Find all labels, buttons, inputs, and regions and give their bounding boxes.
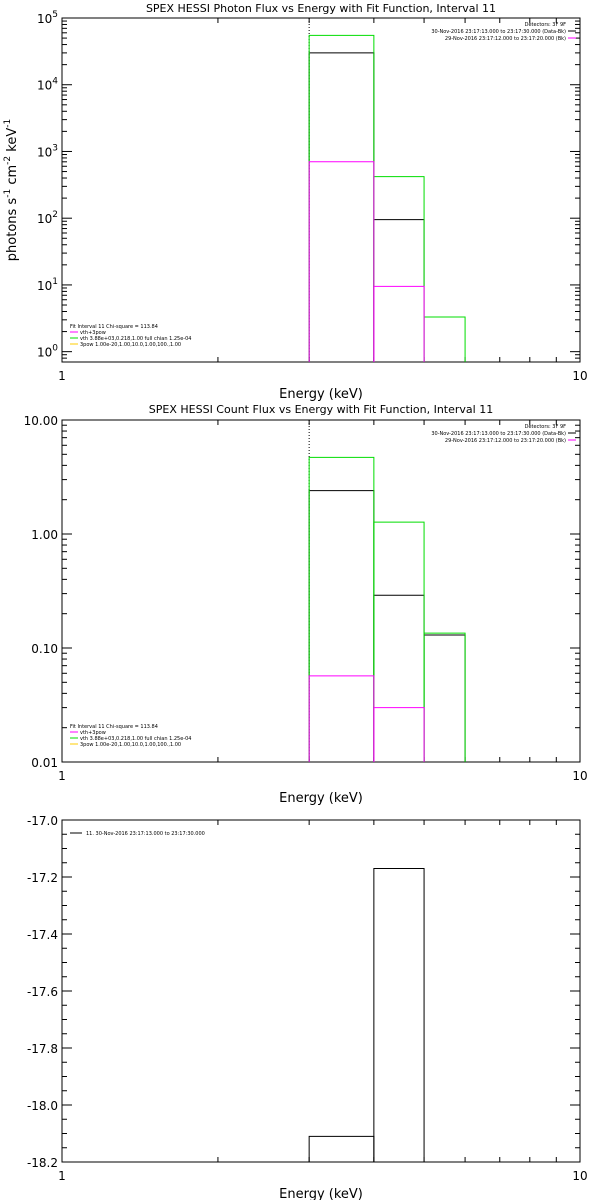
y-label-part: photons s: [5, 198, 20, 262]
background-bin-1: [308, 161, 375, 362]
model-bin-2: [373, 521, 425, 762]
series-data: [308, 867, 425, 1162]
x-axis-label: Energy (keV): [279, 387, 363, 402]
y-label-exponent: -2: [3, 156, 13, 165]
model-bin-3: [423, 316, 466, 362]
y-tick-label: 0.01: [31, 756, 58, 770]
x-axis-label: Energy (keV): [279, 1187, 363, 1200]
y-label-part: keV: [5, 128, 20, 156]
series-data: [308, 490, 466, 762]
y-tick-label: 102: [37, 210, 58, 226]
series-background: [308, 675, 425, 762]
data-bin-2: [373, 594, 425, 762]
x-tick-label: 1: [58, 369, 66, 383]
y-tick-label: -17.8: [27, 1042, 58, 1056]
y-tick-label: 100: [37, 344, 58, 360]
x-tick-label: 10: [572, 369, 587, 383]
y-tick-mantissa: 10: [37, 346, 52, 360]
legend-entry: 29-Nov-2016 23:17:12.000 to 23:17:20.000…: [445, 438, 566, 444]
legend-entry: 3pow 1.00e-20,1.00,10.0,1.00,100.,1.00: [80, 342, 181, 348]
y-tick-label: 101: [37, 277, 58, 293]
model-bin-3: [423, 632, 466, 762]
y-tick-label: 103: [37, 143, 58, 159]
x-tick-label: 1: [58, 1169, 66, 1183]
model-bin-2: [373, 176, 425, 362]
plot-frame: [61, 17, 581, 363]
y-tick-label: 104: [37, 77, 58, 93]
plot-frame: [61, 819, 581, 1163]
legend-entry: vth+3pow: [80, 330, 106, 336]
chart-panel-2: SPEX HESSI Count Flux vs Energy with Fit…: [24, 403, 588, 806]
legend-entry: Fit Interval 11 Chi-square = 113.84: [70, 724, 158, 730]
data-bin-1: [308, 490, 375, 762]
y-tick-mantissa: 10: [37, 145, 52, 159]
data-bin-3: [423, 634, 466, 762]
legend-entry: 3pow 1.00e-20,1.00,10.0,1.00,100.,1.00: [80, 742, 181, 748]
background-bin-2: [373, 707, 425, 762]
legend-entry: Detectors: 3F 9F: [525, 22, 566, 28]
y-tick-exponent: 1: [52, 277, 58, 287]
y-tick-exponent: 0: [52, 344, 58, 354]
legend-entry: vth 3.88e+03,0.218,1.00 full chian 1.25e…: [80, 336, 191, 342]
y-axis-label: photons s-1 cm-2 keV-1: [3, 119, 20, 261]
series-background: [308, 161, 425, 362]
legend-entry: vth+3pow: [80, 730, 106, 736]
y-tick-mantissa: 10: [37, 279, 52, 293]
data-bin-2: [373, 219, 425, 362]
legend-entry: vth 3.88e+03,0.218,1.00 full chian 1.25e…: [80, 736, 191, 742]
legend-entry: 29-Nov-2016 23:17:12.000 to 23:17:20.000…: [445, 36, 566, 42]
y-tick-mantissa: 10: [37, 212, 52, 226]
x-tick-label: 1: [58, 769, 66, 783]
y-tick-label: -17.2: [27, 871, 58, 885]
y-tick-exponent: 2: [52, 210, 58, 220]
y-tick-label: -17.6: [27, 985, 58, 999]
y-tick-label: 0.10: [31, 642, 58, 656]
y-tick-label: -18.0: [27, 1099, 58, 1113]
series-data: [308, 52, 425, 362]
chart-title: SPEX HESSI Photon Flux vs Energy with Fi…: [146, 2, 496, 15]
x-tick-label: 10: [572, 1169, 587, 1183]
plot-frame: [61, 419, 581, 763]
legend-entry: Fit Interval 11 Chi-square = 113.84: [70, 324, 158, 330]
series-model: [308, 456, 466, 762]
legend-entry: 11. 30-Nov-2016 23:17:13.000 to 23:17:30…: [86, 831, 205, 837]
y-tick-exponent: 5: [52, 10, 58, 20]
series-model: [308, 34, 466, 362]
legend-entry: 30-Nov-2016 23:17:13.000 to 23:17:30.000…: [431, 29, 566, 35]
y-tick-label: 10.00: [24, 414, 58, 428]
y-tick-mantissa: 10: [37, 79, 52, 93]
chart-title: SPEX HESSI Count Flux vs Energy with Fit…: [149, 403, 493, 416]
chart-panel-1: SPEX HESSI Photon Flux vs Energy with Fi…: [3, 2, 588, 402]
y-tick-label: -18.2: [27, 1156, 58, 1170]
y-label-exponent: -1: [3, 119, 13, 128]
y-tick-label: 1.00: [31, 528, 58, 542]
y-label-exponent: -1: [3, 189, 13, 198]
model-bin-1: [308, 456, 375, 762]
chart-panel-3: 1 10 Energy (keV) -17.0 -17.2 -17.4 -17.6 -17.8…: [27, 814, 588, 1200]
data-bin-1: [308, 52, 375, 362]
y-tick-exponent: 3: [52, 143, 58, 153]
background-bin-1: [308, 675, 375, 762]
y-tick-mantissa: 10: [37, 12, 52, 26]
y-tick-label: 105: [37, 10, 58, 26]
y-label-part: cm: [5, 165, 20, 189]
data-bin-2: [373, 867, 425, 1162]
background-bin-2: [373, 285, 425, 362]
legend-entry: 30-Nov-2016 23:17:13.000 to 23:17:30.000…: [431, 431, 566, 437]
y-tick-label: -17.4: [27, 928, 58, 942]
y-tick-label: -17.0: [27, 814, 58, 828]
legend-entry: Detectors: 3F 9F: [525, 424, 566, 430]
y-tick-exponent: 4: [52, 77, 58, 87]
x-tick-label: 10: [572, 769, 587, 783]
data-bin-1: [308, 1135, 375, 1162]
x-axis-label: Energy (keV): [279, 791, 363, 806]
model-bin-1: [308, 34, 375, 362]
